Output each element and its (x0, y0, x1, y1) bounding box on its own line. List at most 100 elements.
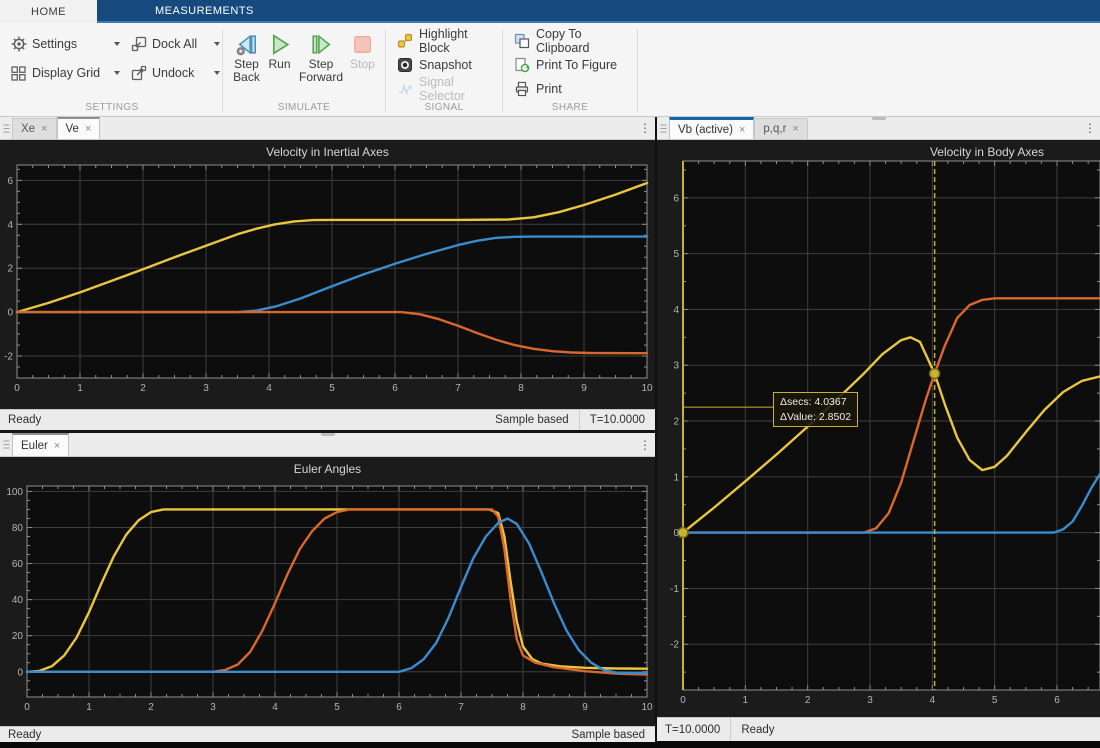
highlight-block-button[interactable]: Highlight Block (396, 27, 494, 55)
svg-text:1: 1 (77, 383, 83, 394)
titlebar-strip: MEASUREMENTS (97, 0, 1100, 23)
euler-panel-tabbar: Euler × ⋮ (0, 433, 655, 457)
svg-text:6: 6 (7, 176, 13, 187)
close-icon[interactable]: × (792, 123, 799, 135)
close-icon[interactable]: × (84, 123, 92, 135)
svg-text:2: 2 (673, 417, 679, 428)
drag-grip-icon[interactable] (0, 117, 12, 139)
svg-text:0: 0 (14, 383, 20, 394)
ribbon-separator (222, 29, 223, 112)
svg-text:1: 1 (673, 472, 679, 483)
snapshot-button[interactable]: Snapshot (396, 55, 494, 75)
tab-home[interactable]: HOME (0, 0, 97, 23)
step-forward-button[interactable]: Step Forward (299, 31, 343, 85)
status-sample-based: Sample based (495, 414, 569, 426)
svg-text:6: 6 (396, 702, 402, 713)
stop-button[interactable]: Stop (349, 31, 376, 85)
body-statusbar: T=10.0000 Ready (657, 717, 1100, 741)
section-label-settings: SETTINGS (85, 102, 139, 113)
cursor-measurement-tooltip[interactable]: Δsecs: 4.0367 ΔValue: 2.8502 (773, 392, 859, 428)
print-to-figure-button[interactable]: Print To Figure (513, 55, 629, 75)
chevron-down-icon (214, 42, 220, 46)
euler-angles-chart[interactable]: 0 1 2 3 4 5 6 7 8 9 10 0 20 40 60 80 100 Euler Angles (0, 457, 655, 726)
section-share: Copy To Clipboard Print To Figure (505, 23, 635, 116)
highlight-block-label: Highlight Block (419, 27, 468, 55)
print-icon (513, 81, 530, 98)
close-icon[interactable]: × (53, 439, 61, 452)
tab-xe[interactable]: Xe × (12, 118, 57, 139)
run-button[interactable]: Run (266, 31, 293, 85)
svg-text:9: 9 (581, 383, 587, 394)
ribbon-toolbar: Settings Dock All (0, 23, 1100, 117)
svg-text:7: 7 (458, 702, 464, 713)
settings-label: Settings (32, 37, 78, 51)
status-time: T=10.0000 (578, 410, 655, 430)
svg-text:4: 4 (272, 702, 278, 713)
dock-all-label: Dock All (152, 37, 198, 51)
step-back-label: Step Back (233, 57, 260, 85)
overflow-menu-icon[interactable]: ⋮ (1084, 121, 1096, 135)
display-grid-label: Display Grid (32, 66, 101, 80)
svg-text:8: 8 (520, 702, 526, 713)
svg-text:20: 20 (12, 631, 24, 642)
copy-to-clipboard-label: Copy To Clipboard (536, 27, 590, 55)
cursor-delta-secs: Δsecs: 4.0367 (780, 396, 847, 408)
inertial-statusbar: Ready Sample based T=10.0000 (0, 409, 655, 430)
step-forward-icon (308, 31, 335, 58)
body-velocity-chart[interactable]: 0 1 2 3 4 5 6 -2 -1 0 1 2 3 4 5 6 Velocity in Body Axes… (657, 140, 1100, 717)
dock-all-icon (130, 36, 147, 53)
tab-euler[interactable]: Euler × (12, 433, 70, 456)
svg-text:-1: -1 (670, 584, 679, 595)
print-button[interactable]: Print (513, 79, 629, 99)
drag-grip-icon[interactable] (657, 117, 669, 139)
tab-ve[interactable]: Ve × (56, 117, 101, 139)
svg-text:-2: -2 (4, 352, 13, 363)
svg-text:-2: -2 (670, 640, 679, 651)
dock-all-button[interactable]: Dock All (128, 31, 224, 57)
step-forward-label: Step Forward (299, 57, 344, 85)
dock-drag-handle[interactable] (871, 117, 886, 120)
section-signal: Highlight Block Snapshot (388, 23, 500, 116)
tab-measurements[interactable]: MEASUREMENTS (155, 4, 254, 17)
print-to-figure-label: Print To Figure (536, 58, 618, 72)
svg-text:7: 7 (455, 383, 461, 394)
svg-text:10: 10 (641, 702, 653, 713)
copy-to-clipboard-button[interactable]: Copy To Clipboard (513, 27, 629, 55)
svg-text:0: 0 (17, 667, 23, 678)
overflow-menu-icon[interactable]: ⋮ (639, 437, 651, 452)
settings-button[interactable]: Settings (8, 31, 124, 57)
svg-text:0: 0 (7, 308, 13, 319)
stop-label: Stop (350, 57, 375, 71)
close-icon[interactable]: × (41, 123, 48, 135)
svg-text:1: 1 (743, 695, 749, 706)
tab-vb[interactable]: Vb (active) × (669, 117, 755, 139)
print-label: Print (536, 82, 562, 96)
drag-grip-icon[interactable] (0, 433, 12, 456)
signal-selector-label: Signal Selector (419, 75, 465, 103)
svg-text:4: 4 (930, 695, 936, 706)
dock-drag-handle[interactable] (320, 433, 335, 436)
inertial-panel-tabbar: Xe × Ve × ⋮ (0, 117, 655, 140)
svg-text:9: 9 (582, 702, 588, 713)
svg-text:0: 0 (673, 528, 679, 539)
tab-home-label: HOME (31, 5, 66, 18)
overflow-menu-icon[interactable]: ⋮ (639, 121, 651, 135)
svg-text:4: 4 (7, 220, 13, 231)
left-dock: Xe × Ve × ⋮ 0 1 2 3 4 5 6 7 8 9 10 -2 0 2 4 6 Velocity … (0, 117, 655, 742)
svg-text:3: 3 (203, 383, 209, 394)
display-grid-button[interactable]: Display Grid (8, 60, 124, 86)
status-time: T=10.0000 (665, 723, 721, 736)
svg-text:2: 2 (7, 264, 13, 275)
svg-text:3: 3 (210, 702, 216, 713)
close-icon[interactable]: × (738, 123, 746, 136)
undock-button[interactable]: Undock (128, 60, 224, 86)
run-label: Run (268, 57, 291, 71)
right-dock: Vb (active) × p,q,r × ⋮ 0 1 2 3 4 5 6 -2 -1 0 1 2 3 4… (657, 117, 1100, 742)
inertial-velocity-chart[interactable]: 0 1 2 3 4 5 6 7 8 9 10 -2 0 2 4 6 Velocity in Inertial … (0, 140, 655, 409)
tab-pqr[interactable]: p,q,r × (754, 118, 808, 139)
ribbon-separator (502, 29, 503, 112)
step-back-button[interactable]: Step Back (233, 31, 260, 85)
svg-text:0: 0 (24, 702, 30, 713)
signal-selector-button[interactable]: Signal Selector (396, 75, 494, 103)
section-simulate: Step Back Run (225, 23, 383, 116)
